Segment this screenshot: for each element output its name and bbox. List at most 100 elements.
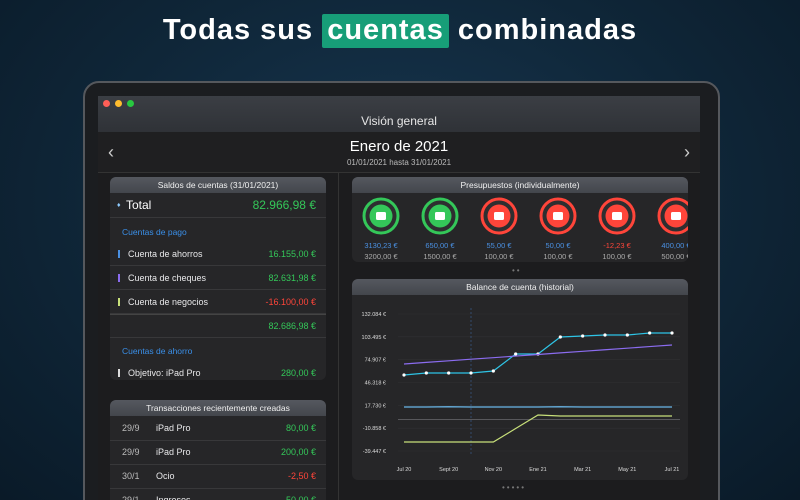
budgets-panel: Presupuestos (individualmente) 3130,23 €…: [352, 177, 688, 262]
x-tick-label: Mar 21: [574, 467, 591, 473]
chart: -39.447 € -10.858 € 17.730 € 46.318 € 74.907…: [362, 308, 680, 473]
y-tick-label: 17.730 €: [365, 403, 386, 409]
x-tick-label: Jul 21: [665, 467, 680, 473]
series-marker: [670, 331, 674, 335]
budget-limit: 500,00 €: [661, 252, 688, 261]
transaction-date: 29/1: [122, 495, 140, 500]
series-line: [403, 344, 673, 365]
panel-header: Saldos de cuentas (31/01/2021): [110, 177, 326, 193]
budget-glyph: [376, 212, 386, 220]
budget-spent: 3130,23 €: [364, 241, 398, 250]
account-name: Cuenta de negocios: [128, 297, 209, 307]
account-name: Cuenta de ahorros: [128, 249, 203, 259]
y-tick-label: 103.495 €: [362, 335, 386, 341]
budget-glyph: [435, 212, 445, 220]
transaction-name: Ingresos: [156, 495, 191, 500]
divider: [338, 172, 339, 500]
budget-icon: [480, 197, 518, 235]
budget-icon: [598, 197, 636, 235]
total-label: Total: [126, 198, 152, 212]
account-row[interactable]: Cuenta de ahorros 16.155,00 €: [110, 243, 326, 266]
account-row[interactable]: Cuenta de cheques 82.631,98 €: [110, 267, 326, 290]
transaction-date: 29/9: [122, 447, 140, 457]
budget-icon: [657, 197, 688, 235]
total-row: ♦ Total 82.966,98 €: [110, 194, 326, 218]
account-amount: 82.631,98 €: [268, 273, 316, 283]
minimize-button[interactable]: [115, 100, 122, 107]
account-marker: [118, 369, 120, 377]
series-line: [404, 414, 672, 443]
budget-icon: [539, 197, 577, 235]
subtotal-row: 82.686,98 €: [110, 314, 326, 338]
panel-header: Transacciones recientemente creadas: [110, 400, 326, 416]
budget-spent: 55,00 €: [486, 241, 512, 250]
series-marker: [581, 334, 585, 338]
account-row[interactable]: Cuenta de negocios -16.100,00 €: [110, 291, 326, 314]
x-tick-label: Ene 21: [529, 467, 546, 473]
y-tick-label: 132.084 €: [362, 312, 386, 318]
budget-limit: 100,00 €: [602, 252, 632, 261]
account-amount: 280,00 €: [280, 368, 316, 378]
account-amount: 16.155,00 €: [268, 249, 316, 259]
series-marker: [424, 371, 428, 375]
account-name: Cuenta de cheques: [128, 273, 207, 283]
period-range: 01/01/2021 hasta 31/01/2021: [346, 158, 452, 167]
budget-glyph: [612, 212, 622, 220]
transaction-row[interactable]: 29/9 iPad Pro 200,00 €: [110, 441, 326, 465]
budget-limit: 100,00 €: [484, 252, 514, 261]
account-name: Objetivo: iPad Pro: [128, 368, 201, 378]
close-button[interactable]: [103, 100, 110, 107]
account-row[interactable]: Objetivo: iPad Pro 280,00 €: [110, 362, 326, 380]
total-icon: ♦: [117, 202, 121, 209]
headline-highlight: cuentas: [322, 14, 449, 48]
series-marker: [402, 373, 406, 377]
page-indicator[interactable]: •••••: [502, 483, 527, 492]
transactions-panel: Transacciones recientemente creadas 29/9…: [110, 400, 326, 500]
period-title: Enero de 2021: [349, 138, 449, 155]
budget-glyph: [553, 212, 563, 220]
headline-after: combinadas: [457, 14, 638, 46]
transaction-amount: 50,00 €: [285, 495, 316, 500]
page-indicator[interactable]: ••: [512, 266, 522, 275]
x-tick-label: Jul 20: [397, 467, 412, 473]
window-title: Visión general: [361, 114, 437, 128]
budget-icon: [421, 197, 459, 235]
group-name[interactable]: Cuentas de ahorro: [122, 346, 193, 356]
transaction-row[interactable]: 29/1 Ingresos 50,00 €: [110, 489, 326, 500]
transaction-amount: 200,00 €: [280, 447, 316, 457]
title-bar: Visión general: [98, 96, 700, 133]
zoom-button[interactable]: [127, 100, 134, 107]
y-tick-label: 46.318 €: [365, 381, 386, 387]
budget-icons: [362, 197, 688, 235]
account-amount: -16.100,00 €: [265, 297, 316, 307]
series-marker: [558, 335, 562, 339]
series-marker: [514, 352, 518, 356]
series-marker: [603, 333, 607, 337]
budget-icon: [362, 197, 400, 235]
prev-period[interactable]: ‹: [108, 142, 114, 162]
transaction-row[interactable]: 29/9 iPad Pro 80,00 €: [110, 417, 326, 441]
budget-glyph: [494, 212, 504, 220]
panel-header: Balance de cuenta (historial): [352, 279, 688, 295]
budget-spent: 400,00 €: [661, 241, 688, 250]
group-name[interactable]: Cuentas de pago: [122, 227, 187, 237]
transaction-row[interactable]: 30/1 Ocio -2,50 €: [110, 465, 326, 489]
chart-panel: Balance de cuenta (historial) -39.447 € -…: [352, 279, 688, 480]
transaction-name: iPad Pro: [156, 423, 191, 433]
headline: Todas sus cuentas combinadas: [0, 14, 800, 48]
transaction-amount: 80,00 €: [285, 423, 316, 433]
series-marker: [625, 333, 629, 337]
account-marker: [118, 274, 120, 282]
balances-panel: Saldos de cuentas (31/01/2021) ♦ Total 8…: [110, 177, 326, 380]
budget-spent: 650,00 €: [425, 241, 455, 250]
series-marker: [447, 371, 451, 375]
next-period[interactable]: ›: [684, 142, 690, 162]
series-marker: [491, 369, 495, 373]
x-tick-label: May 21: [618, 467, 636, 473]
period-header: ‹ Enero de 2021 01/01/2021 hasta 31/01/2…: [98, 132, 700, 173]
budget-glyph: [671, 212, 681, 220]
budget-spent: -12,23 €: [603, 241, 631, 250]
series-marker: [648, 331, 652, 335]
